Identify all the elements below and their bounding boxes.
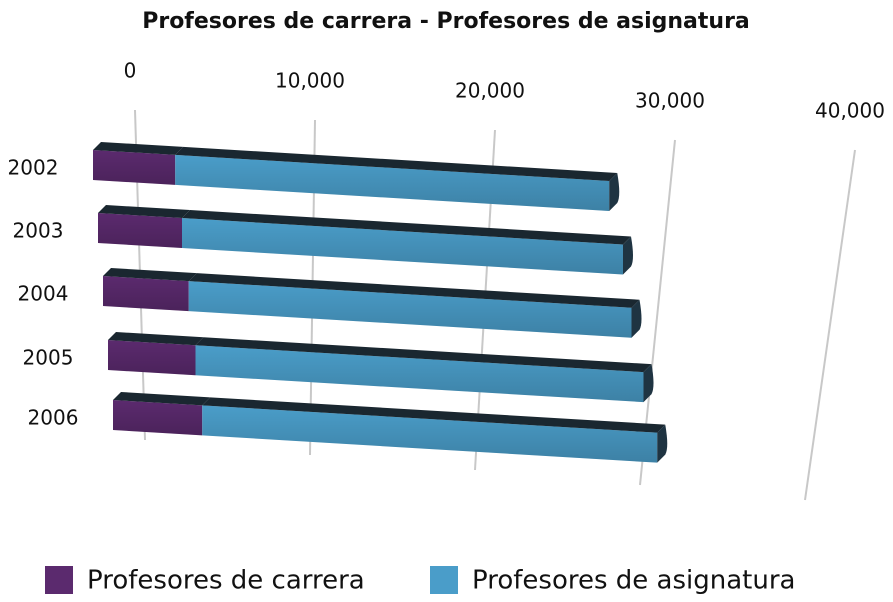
bar-shade: [113, 400, 203, 436]
legend-label: Profesores de asignatura: [472, 566, 795, 596]
y-tick-label: 2002: [8, 156, 59, 180]
bar-top: [108, 332, 204, 346]
bar-shade: [182, 218, 623, 275]
bar-segment: [108, 332, 204, 376]
bar-shade: [188, 281, 632, 338]
bar-segment: [182, 210, 633, 275]
bar-shade: [175, 154, 610, 211]
x-tick-label: 30,000: [635, 89, 705, 113]
bar-segment: [195, 337, 654, 403]
bar-shade: [93, 150, 176, 185]
bar-top: [195, 337, 652, 373]
bar-end: [631, 299, 642, 338]
bar-shade: [98, 213, 182, 249]
bar-top: [175, 146, 618, 181]
bar-segment: [175, 146, 620, 211]
bar-top: [188, 273, 640, 308]
bar-top: [202, 397, 666, 433]
x-tick-label: 10,000: [275, 69, 345, 93]
bar-segment: [113, 392, 211, 436]
bar-shade: [195, 345, 644, 403]
bar-shade: [108, 340, 196, 376]
bar-top: [93, 142, 184, 155]
bar-segment: [98, 205, 190, 249]
legend-label: Profesores de carrera: [87, 566, 365, 596]
legend-swatch: [45, 566, 73, 594]
bar-segment: [202, 397, 668, 463]
x-tick-label: 40,000: [815, 99, 885, 123]
bar-top: [103, 268, 197, 282]
bar-segment: [188, 273, 642, 338]
bar-top: [98, 205, 190, 219]
bar-top: [182, 210, 631, 245]
y-tick-label: 2003: [13, 219, 64, 243]
y-tick-label: 2004: [18, 282, 69, 306]
bar-end: [609, 172, 620, 211]
bar-segment: [93, 142, 184, 185]
bar-segment: [103, 268, 197, 312]
bar-shade: [202, 405, 658, 463]
y-tick-label: 2006: [28, 406, 79, 430]
bar-end: [623, 236, 633, 275]
bar-shade: [103, 276, 189, 312]
x-tick-label: 20,000: [455, 79, 525, 103]
x-tick-label: 0: [124, 59, 137, 83]
chart-title: Profesores de carrera - Profesores de as…: [142, 9, 750, 34]
grid-line: [804, 149, 856, 501]
bar-top: [113, 392, 211, 406]
bar-end: [643, 364, 654, 403]
bar-end: [657, 424, 668, 463]
legend-swatch: [430, 566, 458, 594]
y-tick-label: 2005: [23, 346, 74, 370]
